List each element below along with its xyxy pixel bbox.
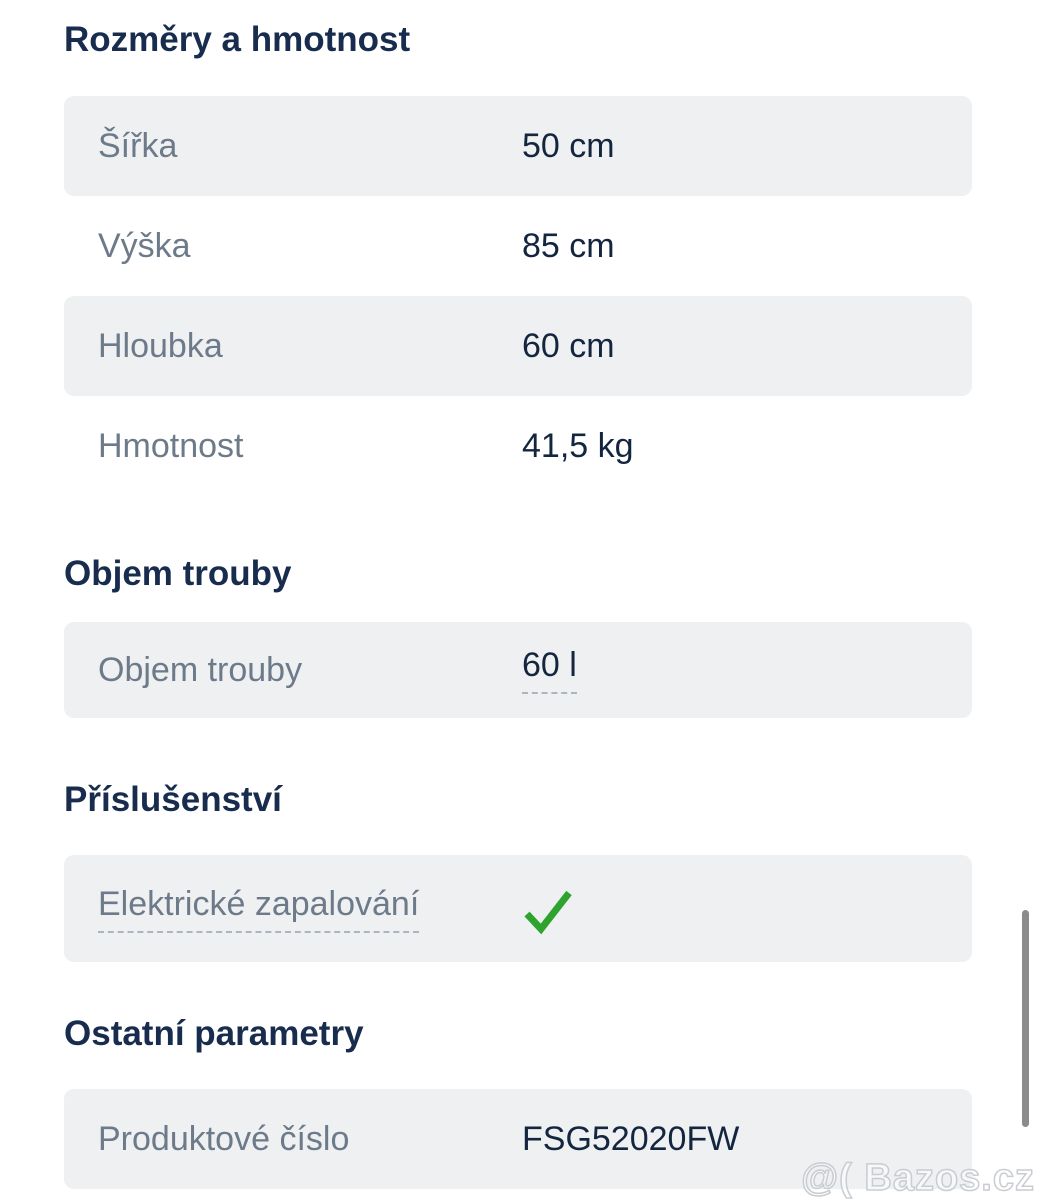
row-label: Výška	[98, 226, 191, 265]
row-label: Šířka	[98, 126, 178, 165]
row-label: Produktové číslo	[98, 1119, 350, 1158]
bazos-watermark: @( Bazos.cz	[800, 1156, 1035, 1200]
row-value: 50 cm	[522, 126, 615, 165]
tooltip-term: 60 l	[522, 646, 577, 694]
table-row: Objem trouby 60 l	[64, 622, 972, 718]
scrollbar[interactable]	[1022, 910, 1029, 1127]
table-row: Produktové číslo FSG52020FW	[64, 1089, 972, 1189]
row-value: 41,5 kg	[522, 426, 634, 465]
row-value	[522, 883, 574, 935]
row-value: FSG52020FW	[522, 1119, 740, 1158]
tooltip-term: Elektrické zapalování	[98, 885, 420, 933]
section-title-oven-volume: Objem trouby	[64, 554, 292, 593]
dimensions-table: Šířka 50 cm Výška 85 cm Hloubka 60 cm Hm…	[64, 96, 1037, 496]
check-icon	[524, 890, 572, 934]
table-row: Hloubka 60 cm	[64, 296, 972, 396]
row-value: 60 cm	[522, 326, 615, 365]
table-row: Elektrické zapalování	[64, 855, 972, 962]
row-label: Hmotnost	[98, 426, 244, 465]
row-label: Hloubka	[98, 326, 223, 365]
section-title-dimensions: Rozměry a hmotnost	[64, 20, 411, 59]
section-title-other-parameters: Ostatní parametry	[64, 1014, 364, 1053]
table-row: Šířka 50 cm	[64, 96, 972, 196]
accessories-table: Elektrické zapalování	[64, 855, 1037, 962]
other-parameters-table: Produktové číslo FSG52020FW	[64, 1089, 1037, 1189]
table-row: Výška 85 cm	[64, 196, 972, 296]
row-label[interactable]: Elektrické zapalování	[98, 885, 522, 933]
row-value[interactable]: 60 l	[522, 646, 577, 694]
section-title-accessories: Příslušenství	[64, 780, 282, 819]
oven-volume-table: Objem trouby 60 l	[64, 622, 1037, 718]
row-value: 85 cm	[522, 226, 615, 265]
table-row: Hmotnost 41,5 kg	[64, 396, 972, 496]
row-label: Objem trouby	[98, 650, 303, 689]
